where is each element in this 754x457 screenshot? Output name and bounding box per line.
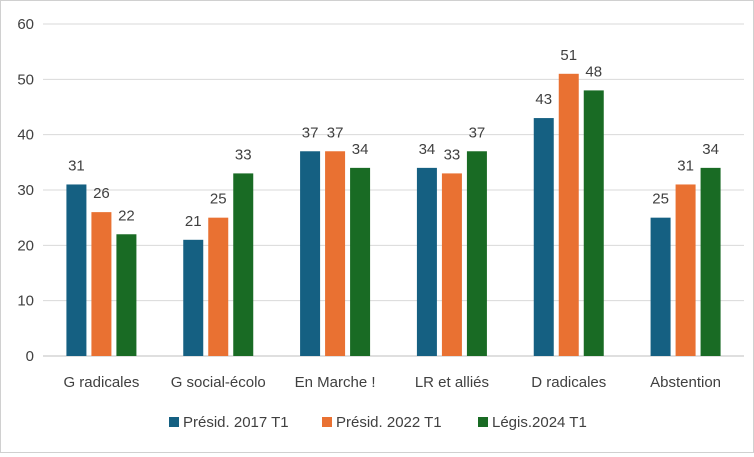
- data-label: 37: [327, 124, 344, 141]
- bar: [533, 118, 554, 356]
- bar: [650, 217, 671, 356]
- bar: [416, 167, 437, 356]
- data-label: 43: [535, 91, 552, 108]
- data-label: 34: [702, 141, 719, 158]
- x-tick-label: G social-écolo: [171, 374, 266, 391]
- x-tick-label: LR et alliés: [415, 374, 489, 391]
- legend-swatch: [322, 417, 332, 427]
- y-tick-label: 60: [17, 16, 34, 33]
- x-tick-label: Abstention: [650, 374, 721, 391]
- y-tick-label: 30: [17, 182, 34, 199]
- data-label: 33: [235, 146, 252, 163]
- bar: [675, 184, 696, 356]
- bar: [116, 234, 137, 356]
- data-label: 25: [652, 191, 669, 208]
- bar: [300, 151, 321, 356]
- bar: [325, 151, 346, 356]
- data-label: 33: [444, 146, 461, 163]
- bar: [583, 90, 604, 357]
- data-label: 22: [118, 207, 135, 224]
- bar: [66, 184, 87, 356]
- x-tick-label: G radicales: [63, 374, 139, 391]
- bar: [350, 167, 371, 356]
- x-tick-label: En Marche !: [295, 374, 376, 391]
- bar: [91, 212, 112, 356]
- bar: [558, 73, 579, 357]
- legend-label: Légis.2024 T1: [492, 414, 587, 431]
- y-tick-label: 0: [26, 348, 34, 365]
- bar: [183, 239, 204, 356]
- data-label: 34: [419, 141, 436, 158]
- x-tick-label: D radicales: [531, 374, 606, 391]
- legend-label: Présid. 2022 T1: [336, 414, 442, 431]
- y-tick-label: 10: [17, 293, 34, 310]
- y-tick-label: 20: [17, 237, 34, 254]
- bar: [208, 217, 229, 356]
- y-tick-label: 40: [17, 127, 34, 144]
- legend-label: Présid. 2017 T1: [183, 414, 289, 431]
- data-label: 21: [185, 213, 202, 230]
- data-label: 48: [585, 63, 602, 80]
- y-tick-label: 50: [17, 71, 34, 88]
- data-label: 25: [210, 191, 227, 208]
- bar: [233, 173, 254, 356]
- bar: [466, 151, 487, 356]
- data-label: 51: [560, 47, 577, 64]
- data-label: 37: [302, 124, 319, 141]
- legend-swatch: [169, 417, 179, 427]
- bar: [441, 173, 462, 356]
- data-label: 37: [469, 124, 486, 141]
- data-label: 26: [93, 185, 110, 202]
- data-label: 31: [68, 157, 85, 174]
- legend-swatch: [478, 417, 488, 427]
- data-label: 31: [677, 157, 694, 174]
- data-label: 34: [352, 141, 369, 158]
- bar: [700, 167, 721, 356]
